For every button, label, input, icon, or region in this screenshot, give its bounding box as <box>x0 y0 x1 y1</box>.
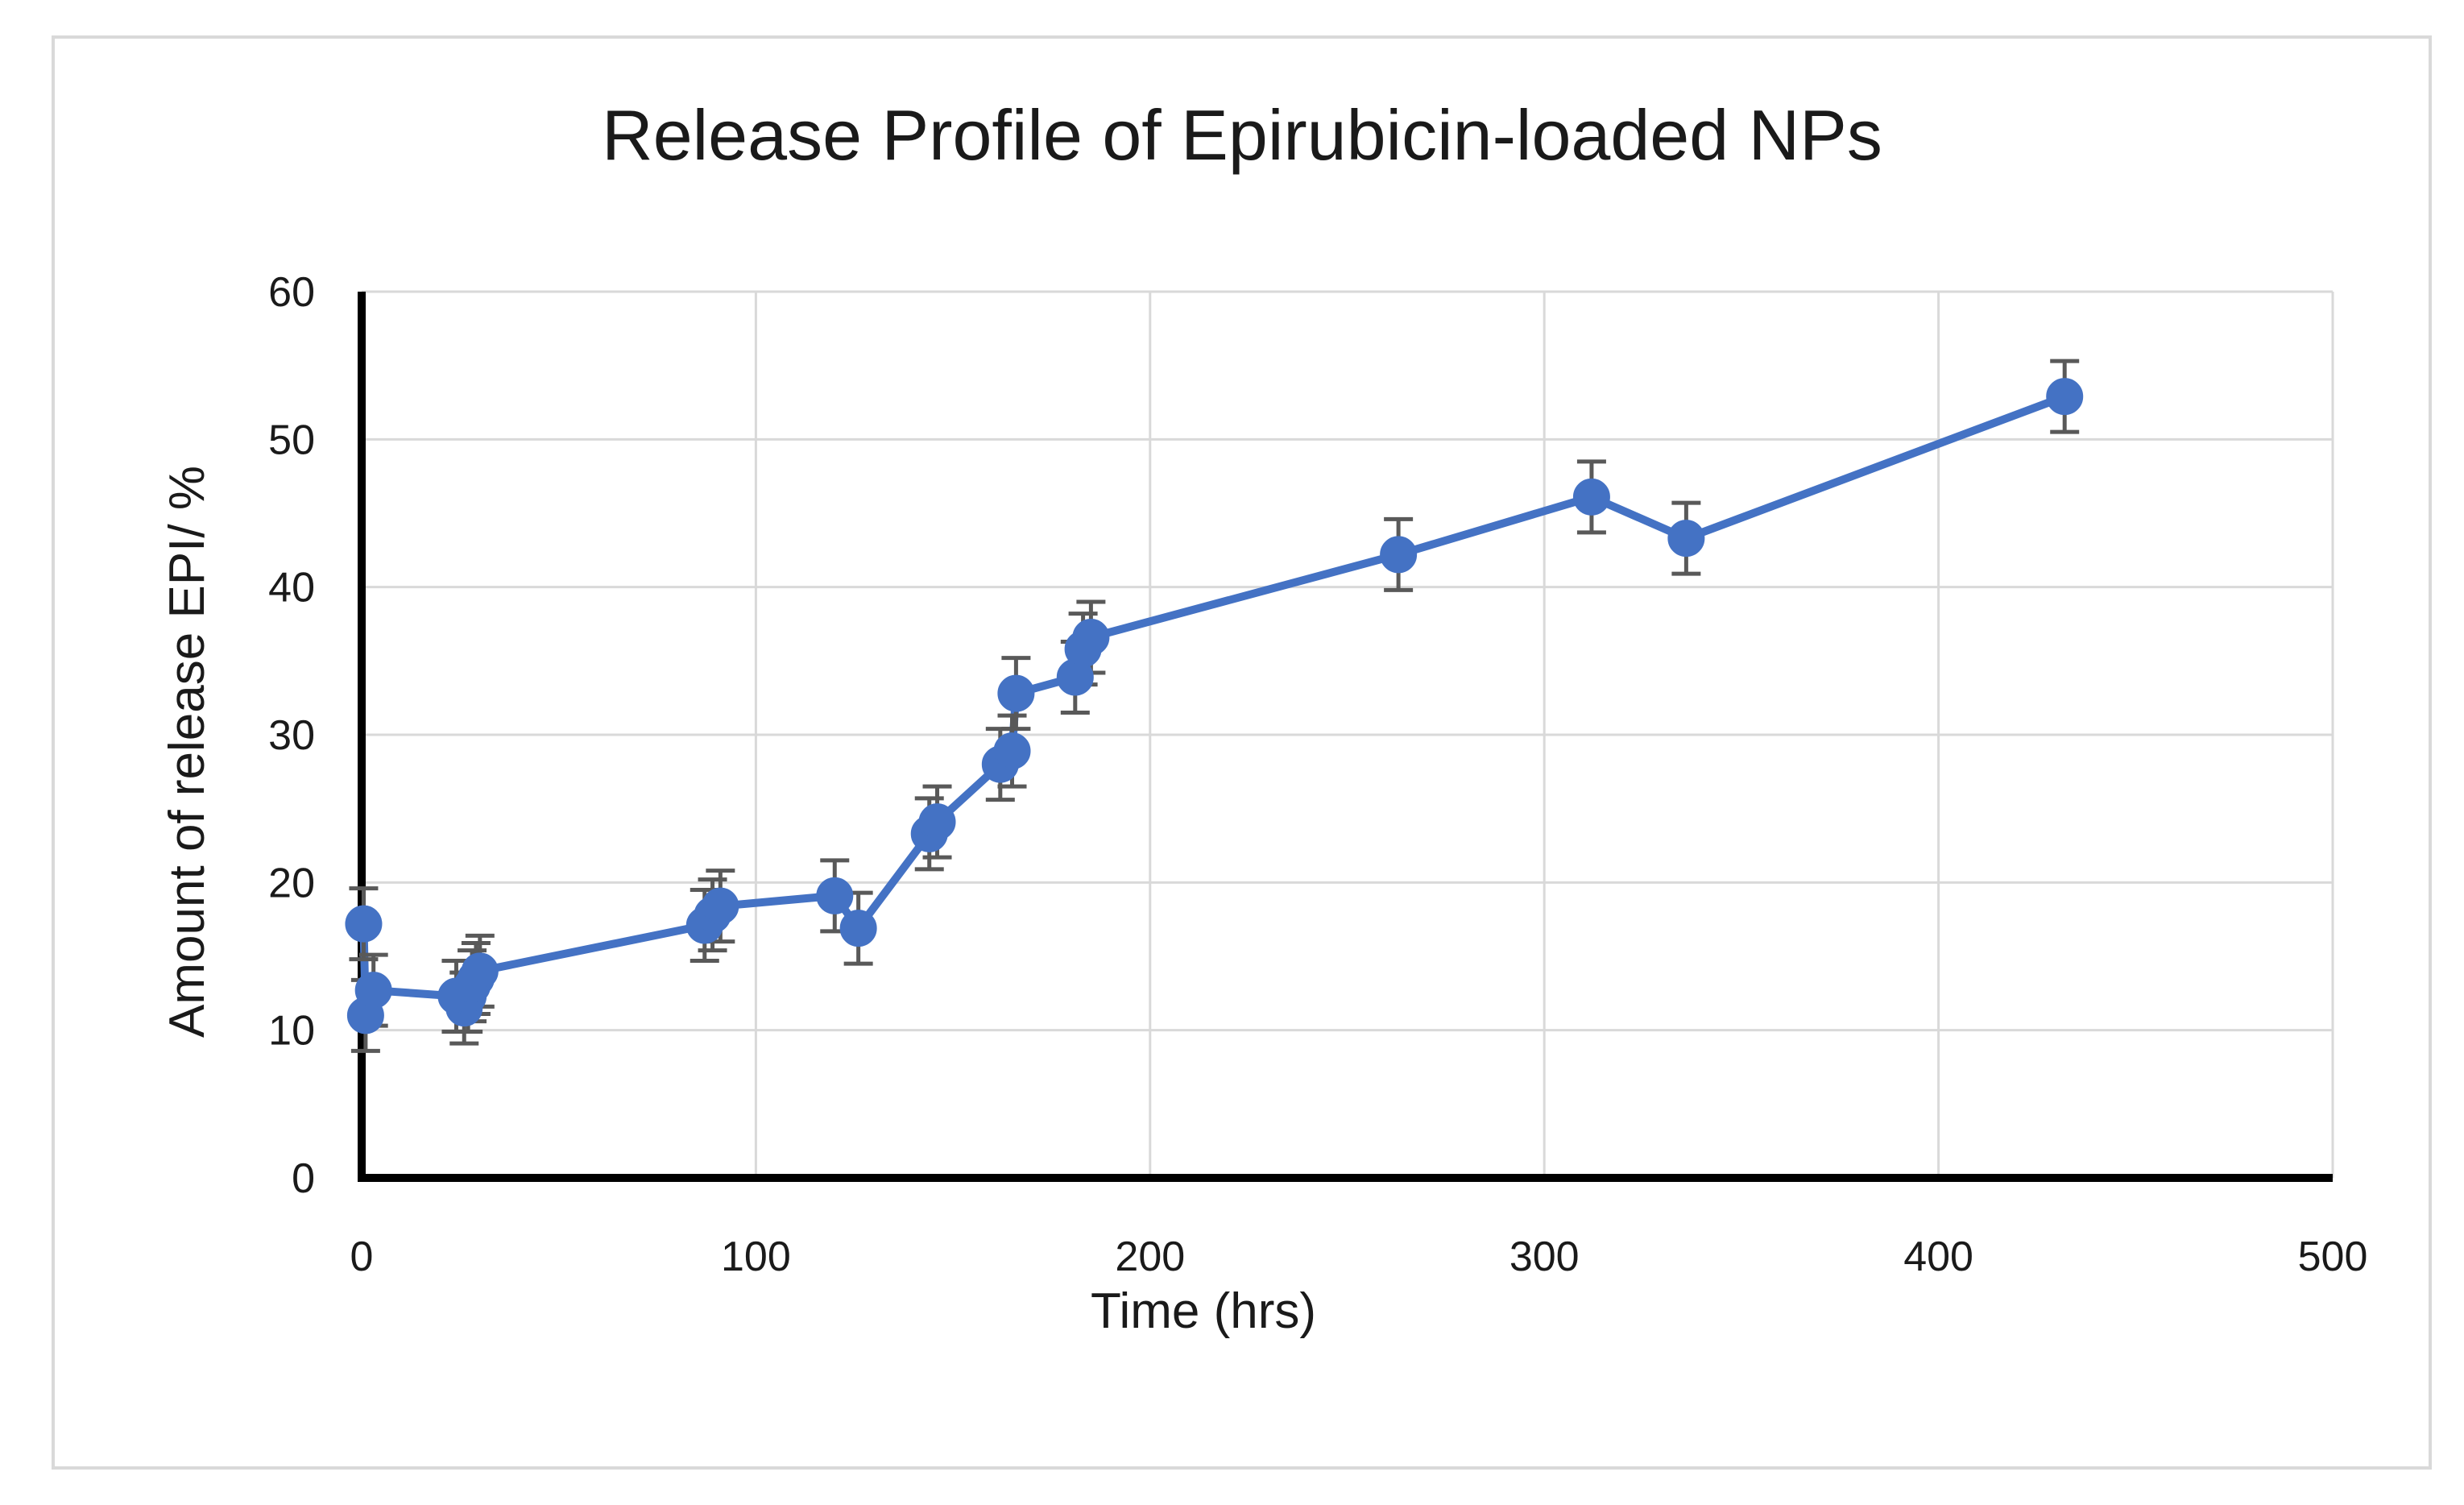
y-tick-label: 0 <box>292 1155 315 1202</box>
data-point <box>2046 378 2084 416</box>
data-point <box>461 952 499 990</box>
y-tick-label: 40 <box>268 565 315 612</box>
data-point <box>1572 478 1610 516</box>
data-point <box>702 887 739 925</box>
y-axis-title: Amount of release EPI/ % <box>159 466 215 1038</box>
y-tick-label: 10 <box>268 1008 315 1055</box>
line-chart: Release Profile of Epirubicin-loaded NPs… <box>159 95 2367 1339</box>
y-tick-label: 30 <box>268 712 315 759</box>
data-point <box>997 674 1035 712</box>
data-point <box>1072 619 1110 656</box>
x-tick-label: 100 <box>721 1233 791 1280</box>
data-series <box>345 359 2084 1053</box>
grid-lines <box>362 290 2334 1178</box>
data-point <box>839 910 877 947</box>
tick-labels: 0 10 20 30 40 50 60 0 100 200 300 400 500 <box>268 269 2367 1280</box>
series-line <box>359 392 2066 1020</box>
x-axis-title: Time (hrs) <box>1091 1283 1316 1339</box>
axes <box>358 292 2333 1182</box>
data-point <box>993 732 1031 770</box>
chart-frame: Release Profile of Epirubicin-loaded NPs… <box>52 35 2432 1470</box>
y-tick-label: 20 <box>268 860 315 906</box>
x-tick-label: 300 <box>1509 1233 1580 1280</box>
y-tick-label: 60 <box>268 269 315 316</box>
x-tick-label: 400 <box>1903 1233 1973 1280</box>
data-point <box>816 877 854 914</box>
x-tick-label: 500 <box>2298 1233 2368 1280</box>
data-point <box>1667 520 1705 558</box>
data-point <box>1380 536 1418 574</box>
data-point <box>345 905 383 943</box>
chart-title: Release Profile of Epirubicin-loaded NPs <box>602 95 1882 175</box>
data-point <box>918 803 956 841</box>
x-tick-label: 0 <box>350 1233 374 1280</box>
data-point <box>354 972 392 1010</box>
x-tick-label: 200 <box>1115 1233 1185 1280</box>
y-tick-label: 50 <box>268 417 315 463</box>
